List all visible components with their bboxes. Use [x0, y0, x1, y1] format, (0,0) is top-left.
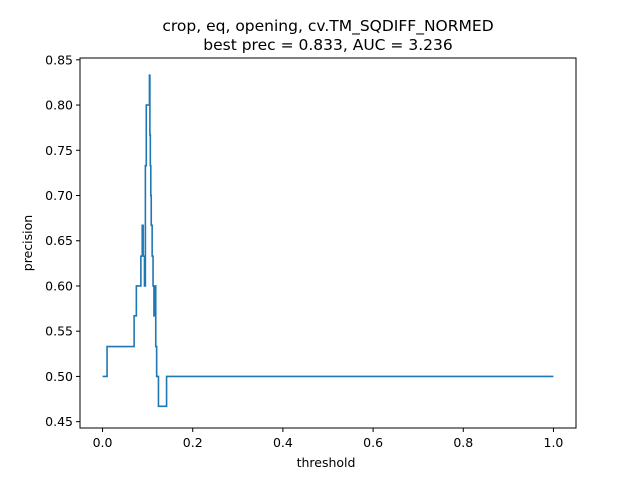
chart-subtitle: best prec = 0.833, AUC = 3.236 [203, 36, 452, 54]
y-tick-label: 0.45 [45, 414, 73, 429]
y-tick-label: 0.60 [45, 278, 73, 293]
x-tick-label: 0.0 [93, 435, 113, 450]
y-tick-label: 0.80 [45, 98, 73, 113]
y-tick-label: 0.75 [45, 143, 73, 158]
y-axis-ticks: 0.45 0.50 0.55 0.60 0.65 0.70 0.75 0.80 0.85 [45, 52, 80, 429]
x-tick-label: 0.4 [273, 435, 293, 450]
x-tick-label: 0.2 [183, 435, 203, 450]
x-axis-ticks: 0.0 0.2 0.4 0.6 0.8 1.0 [93, 428, 564, 450]
plot-frame [79, 57, 577, 429]
y-tick-label: 0.70 [45, 188, 73, 203]
y-tick-label: 0.65 [45, 233, 73, 248]
x-tick-label: 0.6 [363, 435, 383, 450]
x-tick-label: 0.8 [453, 435, 473, 450]
y-tick-label: 0.50 [45, 369, 73, 384]
chart-title: crop, eq, opening, cv.TM_SQDIFF_NORMED [162, 17, 493, 36]
y-tick-label: 0.85 [45, 52, 73, 67]
x-tick-label: 1.0 [544, 435, 564, 450]
x-axis-label: threshold [297, 455, 356, 470]
y-axis-label: precision [20, 215, 35, 271]
precision-series-line [102, 74, 554, 408]
y-tick-label: 0.55 [45, 324, 73, 339]
